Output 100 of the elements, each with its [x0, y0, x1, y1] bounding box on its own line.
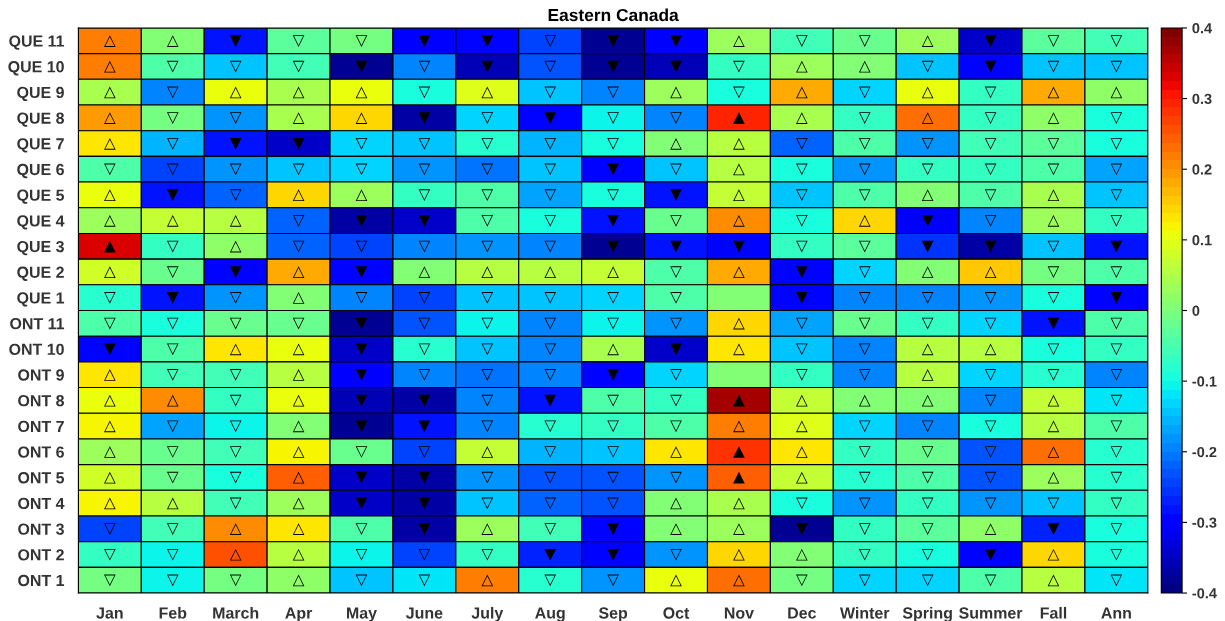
data-label: ▽ [1110, 112, 1123, 124]
data-label: ▽ [481, 163, 494, 176]
data-label: ▼ [355, 471, 368, 484]
x-tick-label: Apr [285, 607, 313, 621]
data-label: ▽ [921, 471, 934, 484]
data-label: △ [104, 189, 116, 202]
data-label: ▽ [796, 497, 808, 510]
data-label: ▽ [544, 214, 557, 227]
data-label: ▼ [544, 112, 557, 124]
data-label: △ [796, 86, 808, 99]
data-label: ▽ [418, 86, 431, 99]
data-label: ▽ [796, 240, 808, 253]
data-label: ▽ [1110, 574, 1123, 587]
data-label: △ [292, 343, 305, 356]
y-tick-label: ONT 5 [18, 472, 65, 484]
data-label: ▽ [292, 214, 305, 227]
x-tick-label: Summer [959, 607, 1023, 619]
data-label: ▽ [481, 471, 494, 484]
data-label: ▼ [481, 35, 494, 47]
data-label: ▽ [796, 189, 808, 202]
data-label: △ [796, 446, 808, 458]
data-label: ▽ [858, 35, 871, 47]
data-label: ▽ [544, 137, 557, 150]
data-label: ▼ [418, 523, 431, 535]
data-label: △ [229, 214, 242, 227]
data-label: ▽ [544, 240, 557, 253]
y-tick-label: QUE 1 [17, 292, 65, 307]
data-label: ▽ [858, 112, 871, 124]
y-tick-label: ONT 4 [18, 497, 65, 510]
data-label: ▽ [229, 471, 242, 484]
data-label: △ [1047, 574, 1060, 587]
data-label: △ [292, 574, 305, 587]
data-label: ▽ [858, 548, 871, 561]
data-label: ▽ [921, 163, 934, 176]
data-label: △ [733, 420, 745, 433]
data-label: ▽ [166, 86, 179, 99]
data-label: ▽ [984, 574, 997, 587]
data-label: ▽ [796, 214, 808, 227]
data-label: ▽ [355, 548, 368, 561]
data-label: ▽ [670, 292, 682, 304]
data-label: ▽ [858, 292, 871, 304]
data-label: △ [292, 86, 305, 99]
data-label: ▽ [481, 394, 494, 407]
data-label: △ [481, 574, 494, 587]
data-label: ▽ [1110, 35, 1123, 47]
data-label: ▽ [544, 189, 557, 202]
color-bar-label: 0.2 [1192, 164, 1212, 175]
data-label: ▽ [418, 60, 431, 73]
data-label: ▽ [984, 86, 997, 99]
data-label: △ [292, 548, 305, 561]
data-label: △ [292, 471, 305, 484]
data-label: ▽ [984, 189, 997, 202]
data-label: ▼ [984, 240, 997, 253]
data-label: △ [292, 189, 305, 202]
data-label: ▼ [607, 548, 619, 561]
data-label: ▼ [355, 317, 368, 330]
data-label: △ [1047, 214, 1060, 227]
data-label: △ [166, 394, 179, 407]
data-label: ▽ [921, 137, 934, 150]
data-label: ▽ [1110, 137, 1123, 150]
data-label: ▼ [670, 240, 682, 253]
data-label: △ [796, 60, 808, 73]
data-label: ▽ [1110, 497, 1123, 510]
data-label: ▽ [544, 471, 557, 484]
x-tick-label: July [471, 606, 504, 621]
data-label: ▽ [670, 266, 682, 279]
x-tick-label: Aug [535, 607, 565, 621]
data-label: ▽ [607, 292, 619, 304]
data-label: ▼ [104, 343, 116, 356]
data-label: △ [292, 497, 305, 510]
data-label: ▽ [858, 369, 871, 381]
data-label: ▼ [670, 189, 682, 202]
data-label: ▲ [733, 394, 745, 407]
x-tick-label: May [347, 607, 377, 621]
data-label: ▽ [418, 548, 431, 561]
data-label: ▽ [921, 574, 934, 587]
data-label: ▽ [1047, 240, 1060, 253]
data-label: △ [858, 214, 871, 227]
data-label: ▽ [670, 214, 682, 227]
data-label: ▼ [481, 60, 494, 73]
data-label: △ [229, 523, 242, 535]
data-label: ▽ [1110, 523, 1123, 535]
data-label: ▽ [607, 446, 619, 458]
data-label: ▽ [166, 240, 179, 253]
data-label: ▲ [104, 240, 116, 253]
data-label: ▽ [984, 317, 997, 330]
data-label: ▽ [984, 214, 997, 227]
data-label: ▽ [1110, 189, 1123, 202]
data-label: ▽ [1047, 343, 1060, 356]
data-label: ▼ [1110, 292, 1123, 304]
color-bar-label: 0.3 [1192, 93, 1212, 105]
data-label: △ [1047, 471, 1060, 484]
data-label: △ [292, 394, 305, 407]
data-label: ▽ [544, 343, 557, 356]
data-label: ▽ [481, 343, 494, 356]
data-label: ▽ [984, 471, 997, 484]
data-label: ▽ [104, 523, 116, 535]
data-label: △ [733, 523, 745, 535]
data-label: ▽ [481, 497, 494, 510]
data-label: ▼ [607, 523, 619, 535]
